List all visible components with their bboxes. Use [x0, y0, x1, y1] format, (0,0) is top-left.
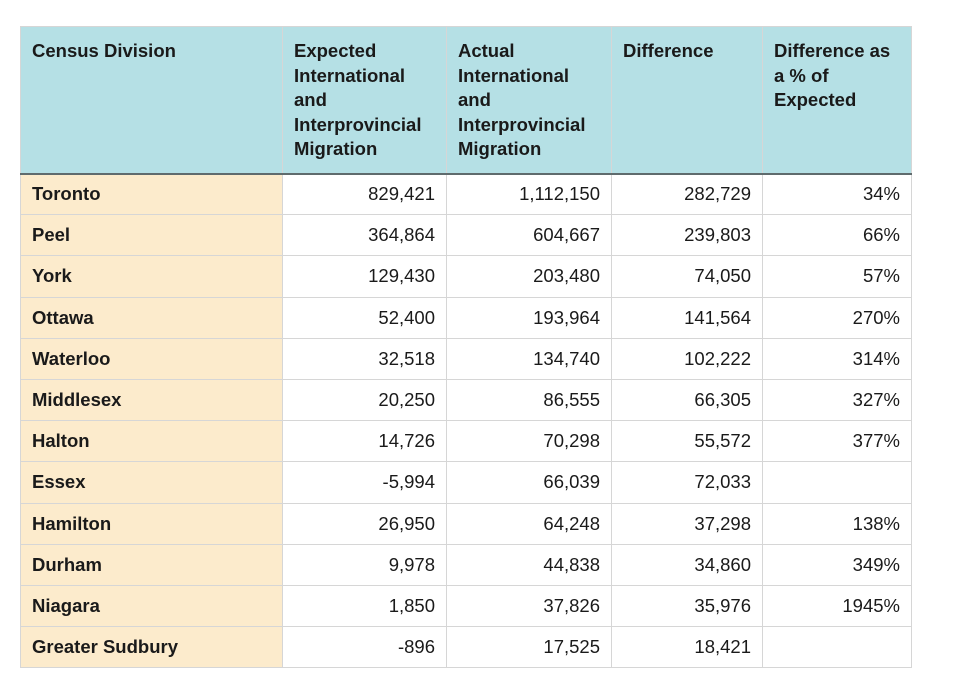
expected-value: 20,250	[282, 378, 447, 422]
header-difference: Difference	[611, 26, 763, 175]
actual-value: 64,248	[446, 502, 612, 545]
actual-value: 44,838	[446, 543, 612, 586]
table-row: Durham 9,978 44,838 34,860 349%	[20, 543, 912, 586]
difference-percent: 1945%	[762, 584, 912, 628]
actual-value: 86,555	[446, 378, 612, 422]
expected-value: 364,864	[282, 214, 447, 257]
table-row: Ottawa 52,400 193,964 141,564 270%	[20, 296, 912, 339]
division-name: Durham	[20, 543, 283, 586]
expected-value: 26,950	[282, 502, 447, 545]
difference-value: 66,305	[611, 378, 763, 422]
difference-value: 102,222	[611, 337, 763, 380]
expected-value: 829,421	[282, 172, 447, 216]
difference-percent: 34%	[762, 172, 912, 216]
actual-value: 604,667	[446, 214, 612, 257]
actual-value: 37,826	[446, 584, 612, 628]
division-name: Greater Sudbury	[20, 626, 283, 669]
actual-value: 17,525	[446, 626, 612, 669]
actual-value: 193,964	[446, 296, 612, 339]
difference-value: 18,421	[611, 626, 763, 669]
difference-percent: 270%	[762, 296, 912, 339]
table-row: Waterloo 32,518 134,740 102,222 314%	[20, 337, 912, 380]
table-row: Niagara 1,850 37,826 35,976 1945%	[20, 584, 912, 628]
division-name: Hamilton	[20, 502, 283, 545]
expected-value: 52,400	[282, 296, 447, 339]
actual-value: 70,298	[446, 420, 612, 463]
expected-value: 32,518	[282, 337, 447, 380]
difference-percent: 349%	[762, 543, 912, 586]
difference-value: 37,298	[611, 502, 763, 545]
expected-value: -896	[282, 626, 447, 669]
table-row: York 129,430 203,480 74,050 57%	[20, 255, 912, 298]
header-expected-migration: Expected International and Interprovinci…	[282, 26, 447, 175]
expected-value: 14,726	[282, 420, 447, 463]
difference-percent: 327%	[762, 378, 912, 422]
table-row: Middlesex 20,250 86,555 66,305 327%	[20, 378, 912, 422]
migration-table: Census Division Expected International a…	[20, 26, 912, 669]
table-header: Census Division Expected International a…	[20, 26, 912, 175]
division-name: Niagara	[20, 584, 283, 628]
actual-value: 1,112,150	[446, 172, 612, 216]
table-row: Hamilton 26,950 64,248 37,298 138%	[20, 502, 912, 545]
division-name: Essex	[20, 461, 283, 504]
table-row: Greater Sudbury -896 17,525 18,421	[20, 626, 912, 669]
table-row: Peel 364,864 604,667 239,803 66%	[20, 214, 912, 257]
expected-value: 9,978	[282, 543, 447, 586]
difference-value: 35,976	[611, 584, 763, 628]
header-difference-percent: Difference as a % of Expected	[762, 26, 912, 175]
division-name: York	[20, 255, 283, 298]
header-census-division: Census Division	[20, 26, 283, 175]
actual-value: 66,039	[446, 461, 612, 504]
difference-percent: 138%	[762, 502, 912, 545]
table-body: Toronto 829,421 1,112,150 282,729 34% Pe…	[20, 172, 912, 669]
division-name: Halton	[20, 420, 283, 463]
difference-value: 72,033	[611, 461, 763, 504]
division-name: Peel	[20, 214, 283, 257]
difference-value: 55,572	[611, 420, 763, 463]
difference-value: 141,564	[611, 296, 763, 339]
difference-percent: 57%	[762, 255, 912, 298]
difference-percent: 66%	[762, 214, 912, 257]
table-row: Toronto 829,421 1,112,150 282,729 34%	[20, 172, 912, 216]
expected-value: 1,850	[282, 584, 447, 628]
difference-percent: 377%	[762, 420, 912, 463]
difference-value: 239,803	[611, 214, 763, 257]
header-actual-migration: Actual International and Interprovincial…	[446, 26, 612, 175]
division-name: Middlesex	[20, 378, 283, 422]
difference-value: 34,860	[611, 543, 763, 586]
difference-value: 282,729	[611, 172, 763, 216]
expected-value: -5,994	[282, 461, 447, 504]
difference-percent	[762, 461, 912, 504]
division-name: Ottawa	[20, 296, 283, 339]
table-row: Halton 14,726 70,298 55,572 377%	[20, 420, 912, 463]
header-row: Census Division Expected International a…	[20, 26, 912, 175]
actual-value: 134,740	[446, 337, 612, 380]
difference-percent: 314%	[762, 337, 912, 380]
table-row: Essex -5,994 66,039 72,033	[20, 461, 912, 504]
actual-value: 203,480	[446, 255, 612, 298]
division-name: Waterloo	[20, 337, 283, 380]
expected-value: 129,430	[282, 255, 447, 298]
difference-value: 74,050	[611, 255, 763, 298]
division-name: Toronto	[20, 172, 283, 216]
difference-percent	[762, 626, 912, 669]
